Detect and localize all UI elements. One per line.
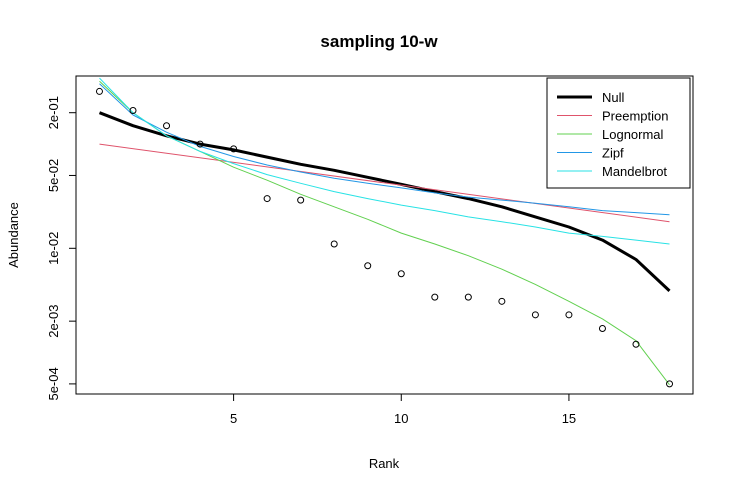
observed-point	[397, 270, 405, 278]
observed-point	[632, 340, 640, 348]
y-tick-label: 5e-04	[46, 367, 61, 400]
observed-point	[163, 122, 171, 130]
legend-label-null: Null	[602, 90, 625, 105]
y-tick-label: 2e-03	[46, 305, 61, 338]
axes-layer: 5 10 15 2e-01 5e-02 1e-02 2e-03 5e-04	[46, 96, 576, 426]
series-line-null	[98, 111, 671, 292]
y-axis-title: Abundance	[6, 202, 21, 268]
observed-point	[297, 196, 305, 204]
observed-point	[230, 145, 238, 153]
x-axis-title: Rank	[369, 456, 400, 471]
observed-point	[498, 297, 506, 305]
observed-point	[431, 293, 439, 301]
legend: Null Preemption Lognormal Zipf Mandelbrot	[546, 77, 691, 189]
observed-point	[364, 262, 372, 270]
y-tick-label: 2e-01	[46, 96, 61, 129]
observed-point	[263, 195, 271, 203]
observed-point	[196, 140, 204, 148]
observed-point	[565, 311, 573, 319]
y-tick-label: 5e-02	[46, 159, 61, 192]
observed-points	[95, 87, 674, 388]
x-tick-label: 5	[230, 411, 237, 426]
legend-label-lognormal: Lognormal	[602, 127, 664, 142]
observed-point	[666, 380, 674, 388]
y-tick-label: 1e-02	[46, 232, 61, 265]
series-line-zipf	[99, 83, 670, 216]
observed-point	[598, 325, 606, 333]
x-tick-label: 15	[562, 411, 576, 426]
chart-title: sampling 10-w	[320, 32, 438, 51]
x-tick-label: 10	[394, 411, 408, 426]
observed-point	[464, 293, 472, 301]
observed-point	[531, 311, 539, 319]
legend-label-mandelbrot: Mandelbrot	[602, 164, 667, 179]
observed-point	[129, 106, 137, 114]
observed-point	[330, 240, 338, 248]
series-line-mandelbrot	[99, 77, 670, 245]
series-layer	[98, 77, 671, 386]
legend-label-preemption: Preemption	[602, 109, 668, 124]
series-line-preemption	[99, 143, 670, 223]
legend-label-zipf: Zipf	[602, 146, 624, 161]
observed-point	[95, 87, 103, 95]
